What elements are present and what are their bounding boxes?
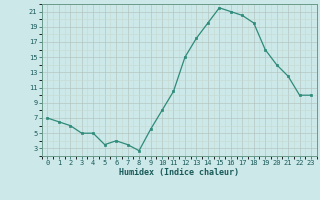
X-axis label: Humidex (Indice chaleur): Humidex (Indice chaleur) <box>119 168 239 177</box>
